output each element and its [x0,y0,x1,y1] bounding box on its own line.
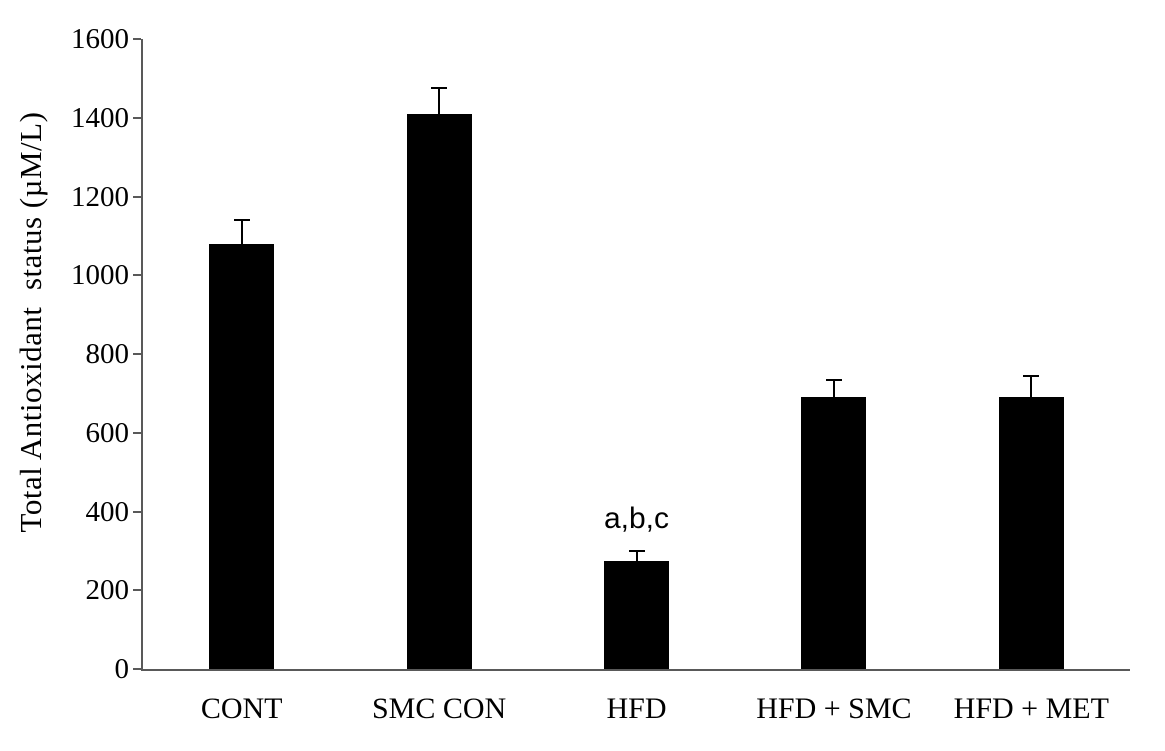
y-tick-label: 800 [85,338,130,370]
y-tick-mark [133,589,141,592]
x-category-label: CONT [200,692,283,725]
y-tick-label: 400 [85,495,130,528]
error-bar-whisker [438,88,441,114]
y-tick-mark [133,353,141,355]
error-bar-cap [1023,374,1040,377]
y-tick-label: 600 [85,416,130,449]
error-bar-cap [431,87,448,90]
significance-annotation: a,b,c [603,501,670,535]
y-tick-label: 1200 [71,180,129,213]
x-axis-line [141,669,1130,671]
y-axis-title: Total Antioxidant status (µM/L) [13,111,48,533]
y-axis-line [141,39,143,671]
bar-hfd-smc [801,397,867,669]
y-tick-label: 1600 [71,23,129,55]
error-bar-cap [233,219,250,222]
error-bar-cap [825,378,842,381]
bar-hfd-met [998,397,1064,669]
error-bar-whisker [832,379,835,398]
y-tick-mark [133,38,141,40]
y-tick-mark [133,668,141,670]
bar-smc-con [406,113,472,669]
y-tick-label: 1000 [71,259,129,292]
y-tick-mark [133,116,141,119]
bar-hfd [604,560,669,669]
error-bar-cap [628,549,645,552]
x-category-label: HFD + SMC [756,692,912,725]
y-tick-label: 1400 [71,101,129,134]
y-tick-label: 200 [85,574,130,607]
y-tick-mark [133,431,141,434]
y-tick-mark [133,195,141,198]
error-bar-whisker [635,550,638,561]
x-category-label: SMC CON [371,692,507,725]
y-tick-mark [133,274,141,277]
x-category-label: HFD + MET [953,692,1109,725]
y-tick-mark [133,510,141,513]
error-bar-whisker [240,220,243,244]
x-category-label: HFD [606,692,667,725]
error-bar-whisker [1030,375,1033,398]
bar-cont [209,243,275,669]
y-tick-label: 0 [114,653,130,685]
